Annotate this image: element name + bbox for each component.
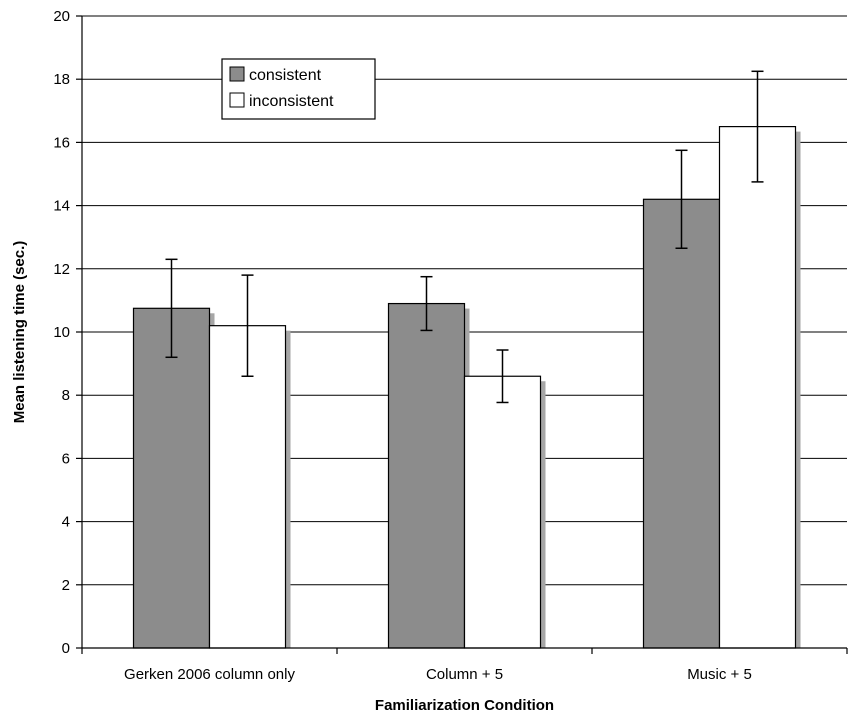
legend-label-consistent: consistent <box>249 67 322 84</box>
bar-inconsistent-1 <box>463 375 542 649</box>
legend-swatch-inconsistent <box>229 92 245 108</box>
y-tick-label: 6 <box>62 450 70 467</box>
y-tick-label: 4 <box>62 514 70 531</box>
y-tick-label: 0 <box>62 640 70 657</box>
legend: consistent inconsistent <box>221 58 376 120</box>
legend-label-inconsistent: inconsistent <box>249 93 334 110</box>
bar-inconsistent-0 <box>208 325 287 649</box>
bar-consistent-1 <box>387 302 466 649</box>
error-bars <box>165 70 764 404</box>
x-axis-title: Familiarization Condition <box>375 697 554 714</box>
x-tick-label: Music + 5 <box>687 666 752 683</box>
legend-swatch-consistent <box>229 66 245 82</box>
y-tick-label: 10 <box>53 324 70 341</box>
y-tick-label: 18 <box>53 71 70 88</box>
bars <box>132 125 801 649</box>
x-tick-label: Gerken 2006 column only <box>124 666 295 683</box>
y-tick-label: 16 <box>53 134 70 151</box>
bar-inconsistent-2 <box>718 125 797 649</box>
bar-consistent-2 <box>642 198 721 649</box>
legend-box <box>221 58 376 120</box>
y-tick-label: 14 <box>53 198 70 215</box>
y-tick-label: 12 <box>53 261 70 278</box>
x-tick-label: Column + 5 <box>426 666 503 683</box>
y-axis-title: Mean listening time (sec.) <box>11 241 28 424</box>
y-tick-label: 8 <box>62 387 70 404</box>
y-tick-label: 20 <box>53 8 70 25</box>
bar-consistent-0 <box>132 307 211 649</box>
y-tick-label: 2 <box>62 577 70 594</box>
axes: 0 2 4 6 8 10 12 14 16 18 20 Gerken 2006 column only… <box>53 8 848 683</box>
